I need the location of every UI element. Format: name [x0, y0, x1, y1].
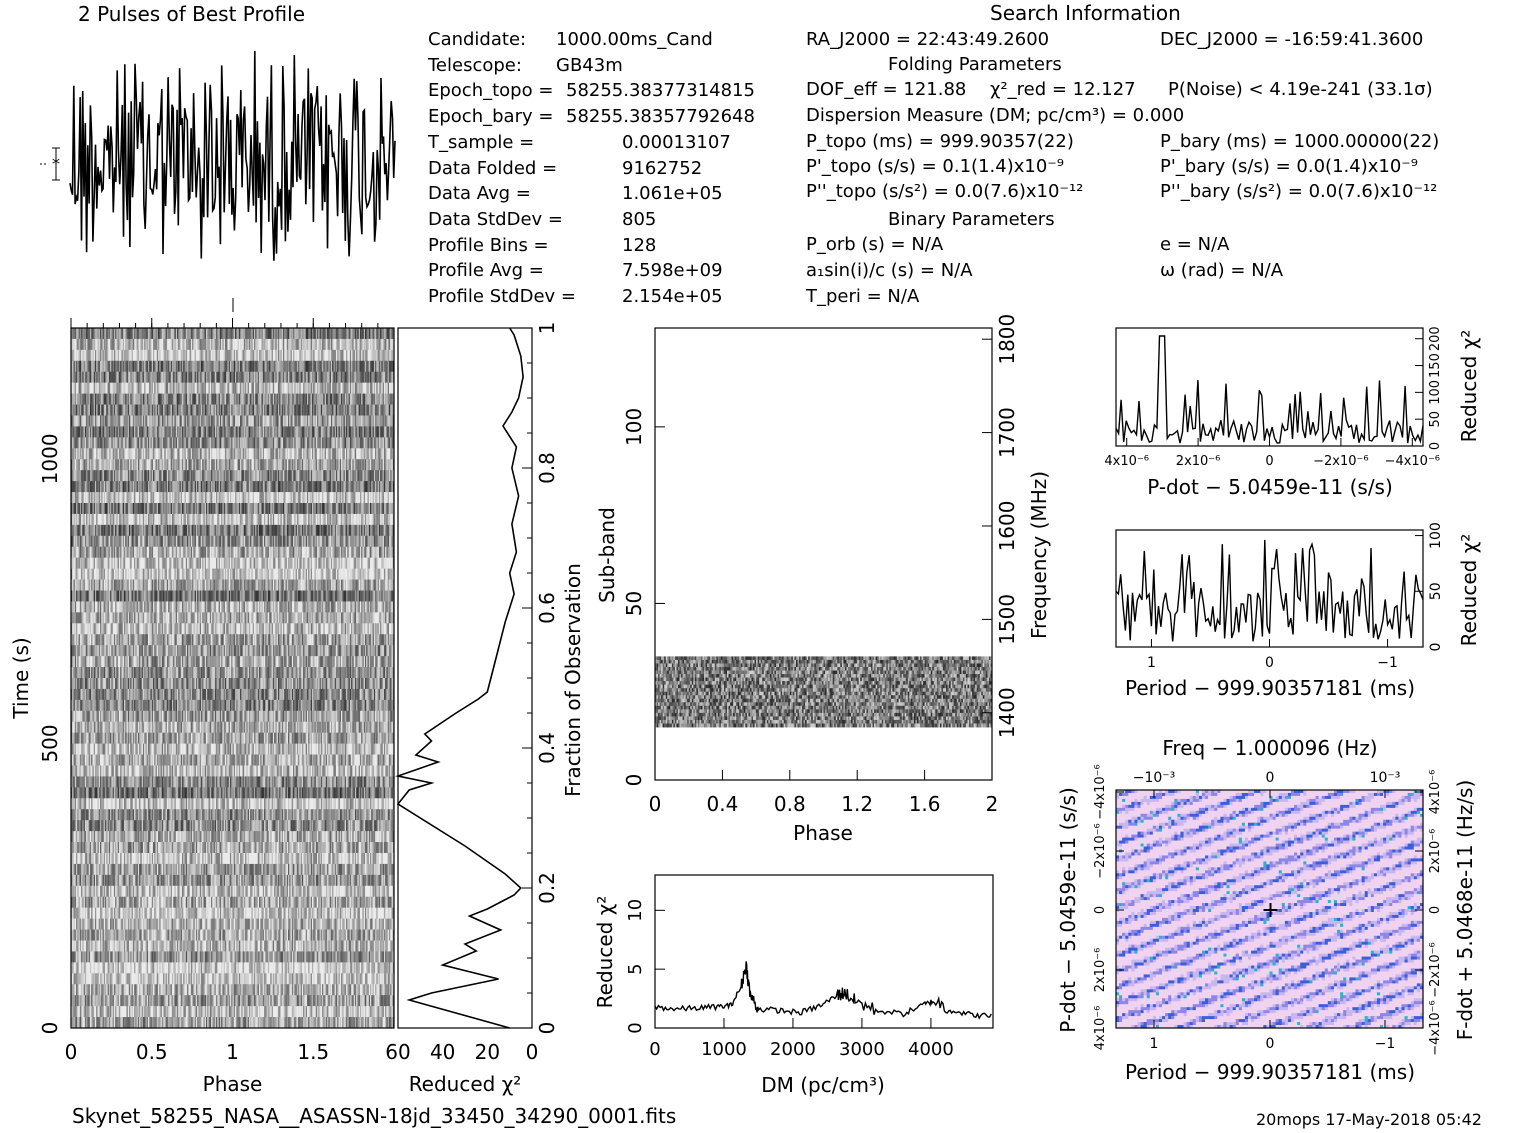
time-phase-heatmap [71, 328, 394, 1028]
prepfold-plot: 2 Pulses of Best Profile Search Informat… [0, 0, 1517, 1133]
plot-canvas: *0 0.5 1 1.505001000PhaseTime (s)60 40 20 000.… [0, 0, 1517, 1133]
profile-line [70, 51, 395, 261]
profile-errorbar-marker: * [52, 154, 60, 173]
